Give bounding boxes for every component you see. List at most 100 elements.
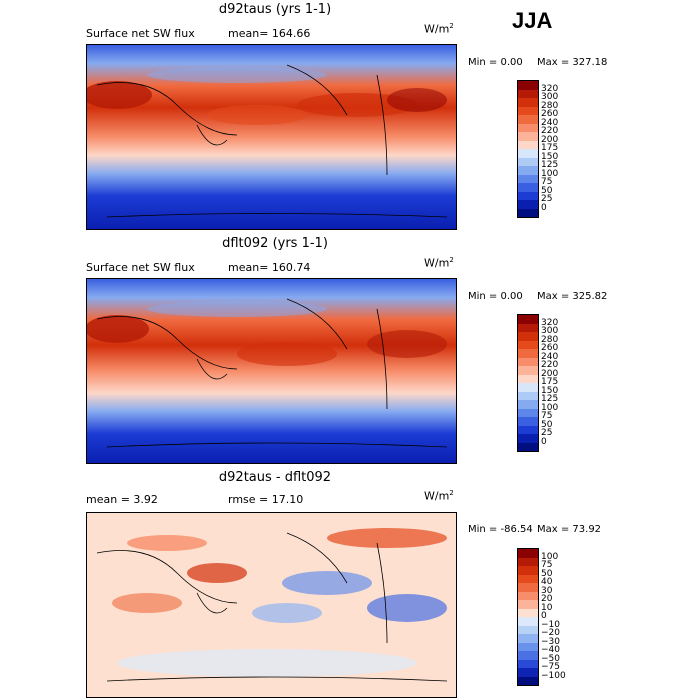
colorbar-label: 30 bbox=[541, 585, 553, 596]
colorbar-segment bbox=[518, 659, 538, 668]
colorbar-label: 240 bbox=[541, 117, 559, 128]
colorbar-label: 75 bbox=[541, 560, 553, 570]
colorbar-label: 50 bbox=[541, 185, 553, 196]
panel1-max: Max = 327.18 bbox=[537, 57, 608, 68]
colorbar-label: −75 bbox=[541, 662, 560, 672]
colorbar-segment bbox=[518, 174, 538, 183]
panel1-map bbox=[86, 44, 457, 230]
colorbar-label: 100 bbox=[541, 551, 559, 562]
colorbar-label: 280 bbox=[541, 100, 559, 111]
colorbar-label: 0 bbox=[541, 436, 547, 447]
colorbar-label: 220 bbox=[541, 126, 559, 136]
panel1-map-svg bbox=[87, 45, 456, 229]
colorbar-segment bbox=[518, 349, 538, 358]
colorbar-label: 220 bbox=[541, 360, 559, 370]
colorbar-segment bbox=[518, 400, 538, 409]
colorbar-segment bbox=[518, 115, 538, 124]
panel3-min: Min = -86.54 bbox=[468, 524, 533, 535]
colorbar-label: 75 bbox=[541, 177, 553, 187]
panel2-min: Min = 0.00 bbox=[468, 291, 523, 302]
colorbar-label: 260 bbox=[541, 109, 559, 119]
colorbar-segment bbox=[518, 315, 538, 324]
colorbar-label: 175 bbox=[541, 377, 559, 387]
colorbar-label: 0 bbox=[541, 611, 547, 621]
colorbar-segment bbox=[518, 651, 538, 660]
colorbar-segment bbox=[518, 123, 538, 132]
colorbar-segment bbox=[518, 608, 538, 617]
colorbar-label: 125 bbox=[541, 160, 559, 170]
colorbar-segment bbox=[518, 200, 538, 209]
colorbar-label: 10 bbox=[541, 602, 553, 613]
colorbar-segment bbox=[518, 357, 538, 366]
colorbar-segment bbox=[518, 81, 538, 90]
panel3-colorbar bbox=[517, 548, 539, 686]
colorbar-segment bbox=[518, 617, 538, 626]
panel2-map bbox=[86, 278, 457, 464]
colorbar-label: −100 bbox=[541, 670, 566, 681]
colorbar-segment bbox=[518, 98, 538, 107]
colorbar-segment bbox=[518, 591, 538, 600]
colorbar-segment bbox=[518, 89, 538, 98]
colorbar-segment bbox=[518, 191, 538, 200]
panel3-mean-label: mean = 3.92 bbox=[86, 493, 158, 506]
colorbar-label: 175 bbox=[541, 143, 559, 153]
colorbar-segment bbox=[518, 625, 538, 634]
colorbar-label: 260 bbox=[541, 343, 559, 353]
colorbar-segment bbox=[518, 642, 538, 651]
colorbar-segment bbox=[518, 566, 538, 575]
panel1-colorbar bbox=[517, 80, 539, 218]
colorbar-segment bbox=[518, 425, 538, 434]
colorbar-segment bbox=[518, 332, 538, 341]
colorbar-segment bbox=[518, 583, 538, 592]
colorbar-label: 150 bbox=[541, 151, 559, 162]
panel2-map-svg bbox=[87, 279, 456, 463]
colorbar-segment bbox=[518, 157, 538, 166]
colorbar-label: 75 bbox=[541, 411, 553, 421]
colorbar-segment bbox=[518, 149, 538, 158]
colorbar-segment bbox=[518, 634, 538, 643]
colorbar-label: −10 bbox=[541, 619, 560, 630]
panel2-title: dflt092 (yrs 1-1) bbox=[222, 236, 328, 251]
colorbar-label: −40 bbox=[541, 645, 560, 655]
colorbar-label: 125 bbox=[541, 394, 559, 404]
colorbar-segment bbox=[518, 374, 538, 383]
panel1-mean-label: mean= 164.66 bbox=[228, 27, 311, 40]
colorbar-segment bbox=[518, 208, 538, 217]
colorbar-label: 320 bbox=[541, 317, 559, 328]
panel2-units: W/m2 bbox=[424, 256, 454, 270]
colorbar-label: 40 bbox=[541, 577, 553, 587]
colorbar-segment bbox=[518, 549, 538, 558]
panel2-variable-label: Surface net SW flux bbox=[86, 261, 195, 274]
panel3-title: d92taus - dflt092 bbox=[218, 470, 332, 485]
colorbar-label: −50 bbox=[541, 653, 560, 664]
season-label: JJA bbox=[512, 8, 553, 33]
colorbar-segment bbox=[518, 323, 538, 332]
colorbar-segment bbox=[518, 442, 538, 451]
colorbar-label: 200 bbox=[541, 134, 559, 145]
panel2-max: Max = 325.82 bbox=[537, 291, 608, 302]
colorbar-segment bbox=[518, 166, 538, 175]
panel1-variable-label: Surface net SW flux bbox=[86, 27, 195, 40]
panel3-units: W/m2 bbox=[424, 489, 454, 503]
colorbar-segment bbox=[518, 106, 538, 115]
colorbar-label: 0 bbox=[541, 202, 547, 213]
colorbar-segment bbox=[518, 600, 538, 609]
panel3-rmse-label: rmse = 17.10 bbox=[228, 493, 304, 506]
colorbar-label: 100 bbox=[541, 402, 559, 413]
colorbar-label: 25 bbox=[541, 194, 553, 204]
colorbar-label: 25 bbox=[541, 428, 553, 438]
colorbar-label: −30 bbox=[541, 636, 560, 647]
colorbar-segment bbox=[518, 183, 538, 192]
colorbar-label: 240 bbox=[541, 351, 559, 362]
colorbar-label: −20 bbox=[541, 628, 560, 638]
colorbar-segment bbox=[518, 417, 538, 426]
colorbar-segment bbox=[518, 391, 538, 400]
panel3-max: Max = 73.92 bbox=[537, 524, 602, 535]
colorbar-label: 300 bbox=[541, 326, 559, 336]
panel2-colorbar bbox=[517, 314, 539, 452]
colorbar-segment bbox=[518, 408, 538, 417]
colorbar-segment bbox=[518, 574, 538, 583]
panel1-title: d92taus (yrs 1-1) bbox=[218, 2, 332, 17]
panel2-mean-label: mean= 160.74 bbox=[228, 261, 311, 274]
colorbar-label: 100 bbox=[541, 168, 559, 179]
